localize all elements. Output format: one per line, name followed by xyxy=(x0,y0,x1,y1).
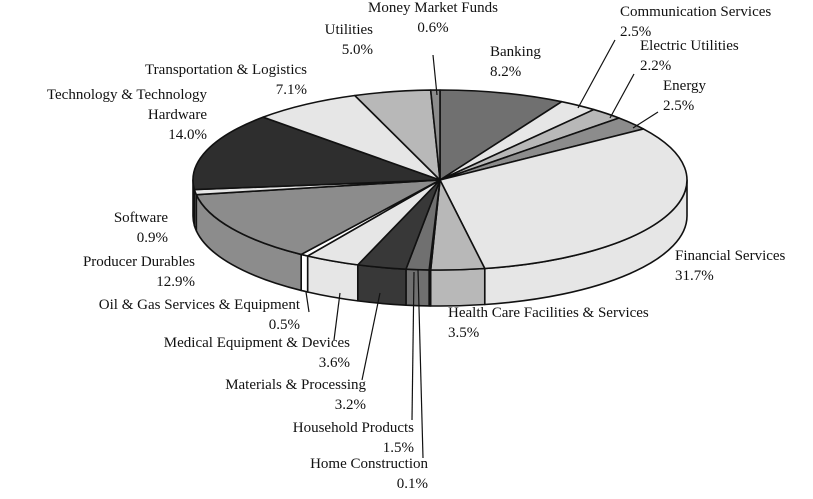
category-name: Software xyxy=(113,210,168,226)
leader-line xyxy=(411,271,415,421)
leader-line xyxy=(609,73,635,119)
slice-label: Transportation & Logistics 7.1% xyxy=(145,60,307,100)
slice-label: Energy 2.5% xyxy=(663,76,706,116)
leader-line xyxy=(632,111,659,129)
category-name: Household Products xyxy=(292,420,414,436)
value-label: 2.5% xyxy=(620,24,652,40)
slice xyxy=(195,179,441,256)
slice-label: Technology & Technology Hardware 14.0% xyxy=(2,85,207,145)
value-label: 31.7% xyxy=(675,268,714,284)
category-name: Health Care Facilities & Services xyxy=(448,305,649,321)
slice xyxy=(429,89,441,181)
value-label: 0.5% xyxy=(268,317,300,333)
value-label: 0.6% xyxy=(417,20,449,36)
category-name: Energy xyxy=(663,78,707,94)
slice-label: Medical Equipment & Devices 3.6% xyxy=(164,333,350,373)
category-name: Materials & Processing xyxy=(225,377,366,393)
slice-label: Household Products 1.5% xyxy=(293,418,414,458)
category-name: Transportation & Logistics xyxy=(145,62,307,78)
value-label: 8.2% xyxy=(490,64,522,80)
category-name: Communication Services xyxy=(620,4,772,20)
slice-side xyxy=(300,253,309,293)
value-label: 5.0% xyxy=(341,42,373,58)
category-name: Oil & Gas Services & Equipment xyxy=(98,297,300,313)
category-name: Money Market Funds xyxy=(368,0,498,16)
slice-label: Financial Services 31.7% xyxy=(675,246,785,286)
slice-label: Banking 8.2% xyxy=(490,42,541,82)
category-name: Medical Equipment & Devices xyxy=(163,335,350,351)
category-name: Electric Utilities xyxy=(640,38,739,54)
value-label: 3.5% xyxy=(448,325,480,341)
slice-label: Home Construction 0.1% xyxy=(310,454,428,494)
slice-label: Materials & Processing 3.2% xyxy=(225,375,366,415)
slice xyxy=(439,128,688,270)
value-label: 3.6% xyxy=(318,355,350,371)
slice-label: Oil & Gas Services & Equipment 0.5% xyxy=(99,295,300,335)
value-label: 3.2% xyxy=(334,397,366,413)
slice xyxy=(262,94,441,181)
value-label: 2.2% xyxy=(640,58,672,74)
value-label: 0.1% xyxy=(396,476,428,492)
slice-label: Communication Services 2.5% xyxy=(620,2,771,42)
category-name: Technology & Technology Hardware xyxy=(46,87,207,123)
category-name: Utilities xyxy=(324,22,373,38)
leader-line xyxy=(333,292,341,341)
leader-line xyxy=(432,54,438,96)
slice-side xyxy=(429,267,486,307)
value-label: 14.0% xyxy=(168,127,207,143)
category-name: Banking xyxy=(490,44,541,60)
category-name: Financial Services xyxy=(675,248,786,264)
slice-label: Producer Durables 12.9% xyxy=(83,252,195,292)
slice xyxy=(439,89,563,181)
slice-label: Utilities 5.0% xyxy=(325,20,373,60)
slice-label: Health Care Facilities & Services 3.5% xyxy=(448,303,649,343)
slice-label: Electric Utilities 2.2% xyxy=(640,36,739,76)
value-label: 1.5% xyxy=(382,440,414,456)
slice-label: Money Market Funds 0.6% xyxy=(333,0,533,38)
leader-line xyxy=(577,39,616,109)
leader-line xyxy=(305,291,310,313)
leader-line xyxy=(417,269,424,459)
value-label: 0.9% xyxy=(136,230,168,246)
slice xyxy=(192,116,441,191)
slice-label: Software 0.9% xyxy=(114,208,168,248)
category-name: Home Construction xyxy=(310,456,428,472)
slice-side xyxy=(356,264,407,306)
value-label: 7.1% xyxy=(275,82,307,98)
value-label: 12.9% xyxy=(156,274,195,290)
leader-line xyxy=(361,292,381,381)
value-label: 2.5% xyxy=(663,98,695,114)
category-name: Producer Durables xyxy=(82,254,195,270)
